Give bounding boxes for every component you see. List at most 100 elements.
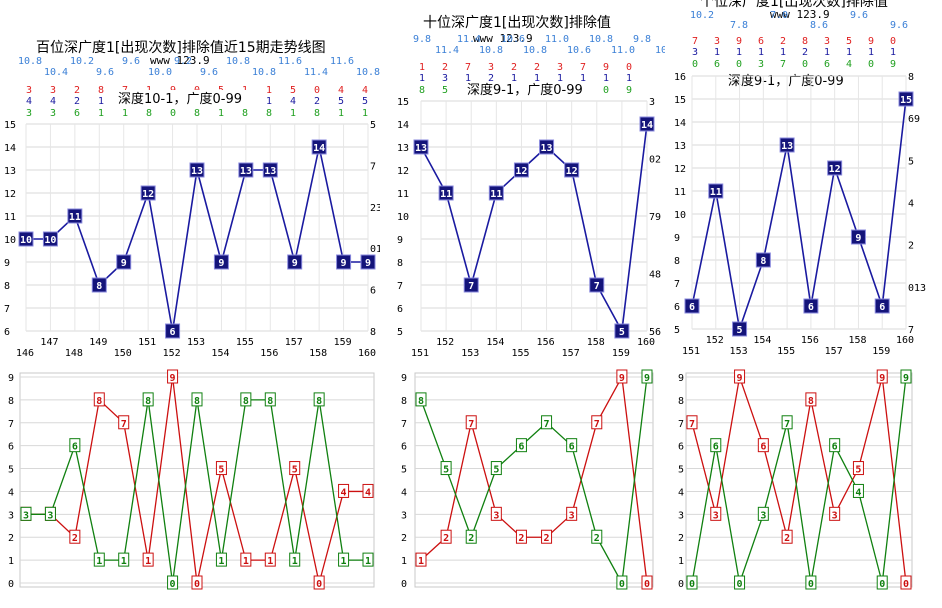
digit-cell: 1 — [266, 96, 272, 107]
digit-point-box — [541, 529, 553, 544]
avg-number: 9.6 — [122, 56, 140, 67]
digit-point-label: 4 — [341, 487, 347, 498]
data-point-label: 13 — [264, 166, 276, 177]
x-tick-label: 158 — [587, 337, 605, 348]
y-tick-label: 12 — [397, 166, 409, 177]
digit-cell: 7 — [465, 62, 471, 73]
digit-cell: 1 — [780, 47, 786, 58]
data-point-box — [311, 139, 327, 155]
digit-cell: 1 — [603, 73, 609, 84]
digit-point-label: 0 — [689, 579, 695, 590]
avg-number: 10.8 — [523, 45, 547, 56]
digit-cell: 8 — [194, 108, 200, 119]
x-tick-label: 155 — [236, 337, 254, 348]
data-point-box — [684, 298, 700, 314]
avg-number: 10.8 — [479, 45, 503, 56]
digit-point-box — [876, 369, 888, 384]
digit-point-label: 5 — [218, 465, 224, 476]
digit-cell: 6 — [74, 108, 80, 119]
digit-cell: 6 — [824, 59, 830, 70]
y-tick-label: 1 — [8, 556, 14, 567]
bottom-plot-frame — [685, 372, 913, 588]
digit-point-box — [20, 506, 32, 521]
y-tick-label: 3 — [401, 510, 407, 521]
y-tick-label: 13 — [4, 166, 16, 177]
digit-point-box — [566, 506, 578, 521]
x-tick-label: 156 — [537, 337, 555, 348]
y-tick-label: 7 — [674, 279, 680, 290]
x-tick-label: 155 — [511, 348, 529, 359]
digit-cell: 1 — [868, 47, 874, 58]
data-point-box — [708, 183, 724, 199]
digit-point-label: 8 — [96, 396, 102, 407]
y-tick-label: 9 — [401, 373, 407, 384]
watermark-text: www 123.9 — [770, 8, 830, 21]
digit-cell: 1 — [714, 47, 720, 58]
y-tick-label: 5 — [401, 465, 407, 476]
data-point-box — [189, 162, 205, 178]
x-tick-label: 146 — [16, 348, 34, 359]
digit-point-box — [191, 392, 203, 407]
digit-cell: 1 — [580, 73, 586, 84]
digit-point-box — [900, 369, 912, 384]
y-tick-label: 8 — [401, 396, 407, 407]
digit-cell: 1 — [890, 47, 896, 58]
side-label: 7 — [370, 161, 376, 172]
digit-point-label: 8 — [418, 396, 424, 407]
digit-cell: 1 — [557, 73, 563, 84]
y-tick-label: 5 — [678, 465, 684, 476]
x-tick-label: 160 — [358, 348, 376, 359]
data-point-label: 12 — [142, 189, 154, 200]
data-point-box — [850, 229, 866, 245]
digit-series-line — [691, 376, 907, 584]
side-label: 7 — [908, 325, 914, 336]
digit-cell: 0 — [603, 85, 609, 96]
side-label: 56 — [649, 327, 661, 338]
digit-cell: 1 — [465, 73, 471, 84]
digit-cell: 4 — [338, 85, 344, 96]
avg-number: 10.2 — [655, 45, 665, 56]
x-tick-label: 149 — [89, 337, 107, 348]
x-tick-label: 152 — [706, 335, 724, 346]
note-box — [114, 90, 252, 107]
digit-series-line — [420, 374, 648, 584]
y-tick-label: 11 — [4, 212, 16, 223]
data-point-label: 11 — [69, 212, 81, 223]
digit-cell: 0 — [868, 59, 874, 70]
data-point-box — [874, 298, 890, 314]
digit-point-label: 9 — [879, 373, 885, 384]
digit-cell: 5 — [442, 85, 448, 96]
data-point-label: 13 — [541, 143, 553, 154]
digit-point-box — [465, 529, 477, 544]
digit-cell: 3 — [26, 85, 32, 96]
digit-cell: 9 — [890, 59, 896, 70]
data-point-label: 14 — [641, 120, 653, 131]
y-tick-label: 1 — [678, 556, 684, 567]
digit-point-label: 8 — [808, 396, 814, 407]
digit-cell: 1 — [626, 73, 632, 84]
data-point-label: 11 — [490, 189, 502, 200]
digit-cell: 8 — [146, 108, 152, 119]
digit-point-box — [616, 575, 628, 590]
y-tick-label: 8 — [678, 396, 684, 407]
data-point-label: 12 — [566, 166, 578, 177]
data-point-box — [336, 254, 352, 270]
side-label: 48 — [649, 270, 661, 281]
data-point-label: 13 — [240, 166, 252, 177]
note-text: 深度9-1，广度0-99 — [467, 82, 583, 98]
avg-number: 10.0 — [148, 67, 172, 78]
digit-cell: 3 — [488, 62, 494, 73]
digit-cell: 9 — [603, 62, 609, 73]
y-tick-label: 8 — [4, 281, 10, 292]
digit-point-box — [191, 575, 203, 590]
avg-number: 9.6 — [890, 20, 908, 31]
digit-point-label: 2 — [784, 533, 790, 544]
digit-point-box — [541, 415, 553, 430]
side-label: 014 — [370, 244, 380, 255]
digit-point-box — [93, 552, 105, 567]
y-tick-label: 7 — [397, 281, 403, 292]
avg-number: 10.6 — [567, 45, 591, 56]
avg-number: 11.6 — [330, 56, 354, 67]
digit-point-box — [313, 575, 325, 590]
